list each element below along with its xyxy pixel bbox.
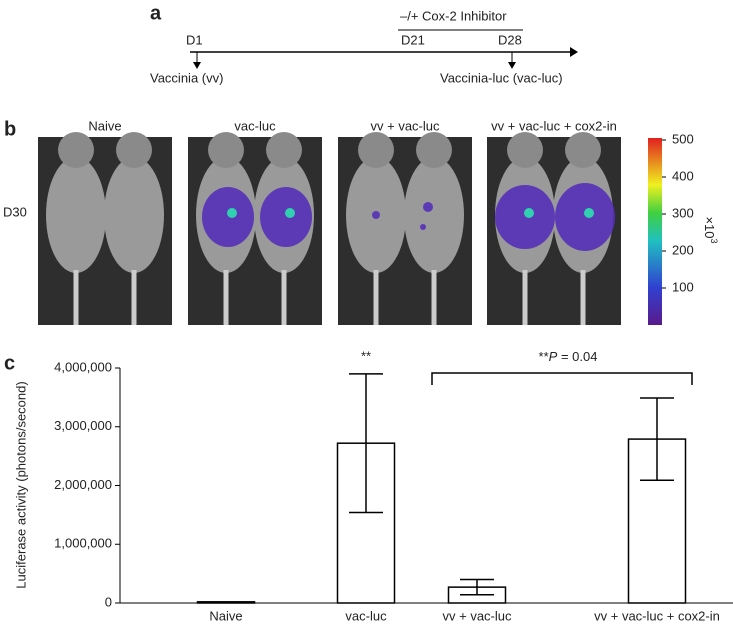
x-tick-label: vv + vac-luc — [443, 608, 512, 623]
y-tick-label: 0 — [105, 594, 112, 609]
panel-label: b — [4, 118, 16, 140]
y-tick-label: 2,000,000 — [54, 477, 112, 492]
signal — [202, 187, 254, 247]
p-value: **P = 0.04 — [539, 349, 598, 364]
panel-label: a — [150, 2, 162, 24]
signal — [423, 202, 433, 212]
mouse-body — [104, 157, 164, 273]
colorbar — [648, 138, 662, 325]
bar — [196, 601, 256, 604]
signal — [372, 211, 380, 219]
arrow-head — [193, 62, 201, 69]
unit: ×10 — [702, 216, 717, 238]
unit-exp: 3 — [709, 239, 719, 244]
mouse-head — [208, 132, 244, 168]
mouse-head — [116, 132, 152, 168]
colorbar-tick-label: 500 — [672, 131, 694, 146]
x-tick-label: vac-luc — [345, 608, 387, 623]
mouse-head — [58, 132, 94, 168]
panel-label: c — [4, 352, 15, 374]
images — [38, 132, 621, 325]
injection-label: Vaccinia-luc (vac-luc) — [440, 70, 563, 85]
colorbar-unit: ×103 — [702, 216, 719, 243]
colorbar-tick-label: 200 — [672, 242, 694, 257]
signal — [420, 224, 426, 230]
y-axis-title: Luciferase activity (photons/second) — [13, 381, 28, 588]
y-tick-label: 3,000,000 — [54, 418, 112, 433]
group-title: vac-luc — [234, 118, 276, 133]
mouse-head — [358, 132, 394, 168]
mouse-head — [565, 132, 601, 168]
injection-label: Vaccinia (vv) — [150, 70, 223, 85]
signal — [260, 187, 312, 247]
x-tick-label: vv + vac-luc + cox2-in — [594, 608, 720, 623]
p-rest: = 0.04 — [557, 349, 597, 364]
arrow-head — [508, 62, 516, 69]
mouse-head — [507, 132, 543, 168]
p-symbol: P — [549, 349, 558, 364]
day-label: D21 — [401, 32, 425, 47]
colorbar-tick-label: 300 — [672, 205, 694, 220]
group-title: vv + vac-luc — [371, 118, 440, 133]
row-label: D30 — [3, 204, 27, 219]
signal — [495, 185, 555, 249]
day-label: D28 — [498, 32, 522, 47]
group-title: Naive — [88, 118, 121, 133]
inhibitor-label: –/+ Cox-2 Inhibitor — [400, 8, 507, 23]
timeline-arrow — [570, 47, 578, 57]
x-tick-label: Naive — [209, 608, 242, 623]
colorbar-tick-label: 100 — [672, 279, 694, 294]
mouse-body — [46, 157, 106, 273]
signal-core — [285, 208, 295, 218]
mouse-head — [416, 132, 452, 168]
bracket — [431, 372, 693, 385]
mouse-head — [266, 132, 302, 168]
group-title: vv + vac-luc + cox2-in — [491, 118, 617, 133]
significance-star: ** — [361, 348, 371, 363]
y-tick-label: 1,000,000 — [54, 536, 112, 551]
signal-core — [524, 208, 534, 218]
y-tick-label: 4,000,000 — [54, 359, 112, 374]
signal-core — [584, 208, 594, 218]
signal-core — [227, 208, 237, 218]
p-prefix: ** — [539, 349, 549, 364]
mouse-body — [404, 157, 464, 273]
colorbar-tick-label: 400 — [672, 168, 694, 183]
signal — [555, 183, 615, 251]
day-label: D1 — [186, 32, 203, 47]
